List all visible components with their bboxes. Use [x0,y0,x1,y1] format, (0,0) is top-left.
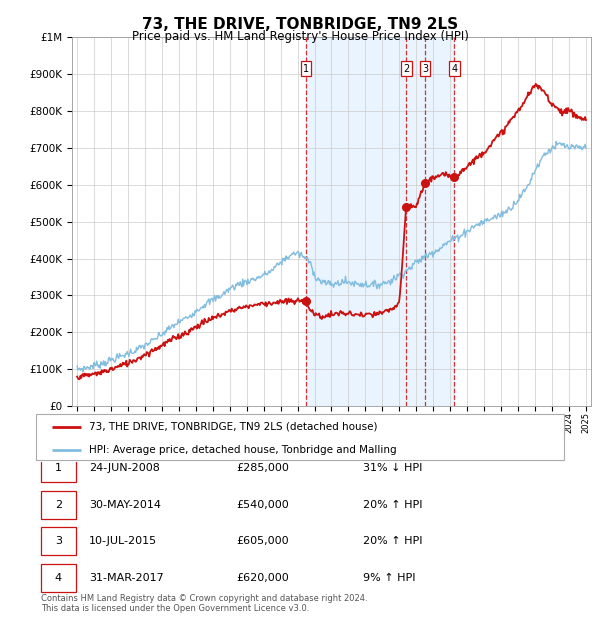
FancyBboxPatch shape [41,528,76,555]
Text: £605,000: £605,000 [236,536,289,546]
FancyBboxPatch shape [41,564,76,591]
Text: 9% ↑ HPI: 9% ↑ HPI [364,573,416,583]
Text: 10-JUL-2015: 10-JUL-2015 [89,536,157,546]
Text: 30-MAY-2014: 30-MAY-2014 [89,500,161,510]
Text: 4: 4 [55,573,62,583]
Text: 2: 2 [55,500,62,510]
Text: 73, THE DRIVE, TONBRIDGE, TN9 2LS: 73, THE DRIVE, TONBRIDGE, TN9 2LS [142,17,458,32]
Text: 3: 3 [422,64,428,74]
Text: HPI: Average price, detached house, Tonbridge and Malling: HPI: Average price, detached house, Tonb… [89,445,397,455]
Text: 20% ↑ HPI: 20% ↑ HPI [364,536,423,546]
Text: 2: 2 [403,64,409,74]
Text: 20% ↑ HPI: 20% ↑ HPI [364,500,423,510]
Bar [306,37,454,406]
FancyBboxPatch shape [36,414,564,460]
Text: 24-JUN-2008: 24-JUN-2008 [89,464,160,474]
Text: Price paid vs. HM Land Registry's House Price Index (HPI): Price paid vs. HM Land Registry's House … [131,30,469,43]
Text: 73, THE DRIVE, TONBRIDGE, TN9 2LS (detached house): 73, THE DRIVE, TONBRIDGE, TN9 2LS (detac… [89,422,377,432]
Text: £620,000: £620,000 [236,573,289,583]
Text: 1: 1 [55,464,62,474]
Text: 31% ↓ HPI: 31% ↓ HPI [364,464,423,474]
FancyBboxPatch shape [41,454,76,482]
FancyBboxPatch shape [41,491,76,519]
Text: 3: 3 [55,536,62,546]
Text: This data is licensed under the Open Government Licence v3.0.: This data is licensed under the Open Gov… [41,604,310,613]
Text: Contains HM Land Registry data © Crown copyright and database right 2024.: Contains HM Land Registry data © Crown c… [41,594,368,603]
Text: £285,000: £285,000 [236,464,290,474]
Text: £540,000: £540,000 [236,500,289,510]
Text: 31-MAR-2017: 31-MAR-2017 [89,573,164,583]
Text: 1: 1 [303,64,309,74]
Text: 4: 4 [451,64,458,74]
